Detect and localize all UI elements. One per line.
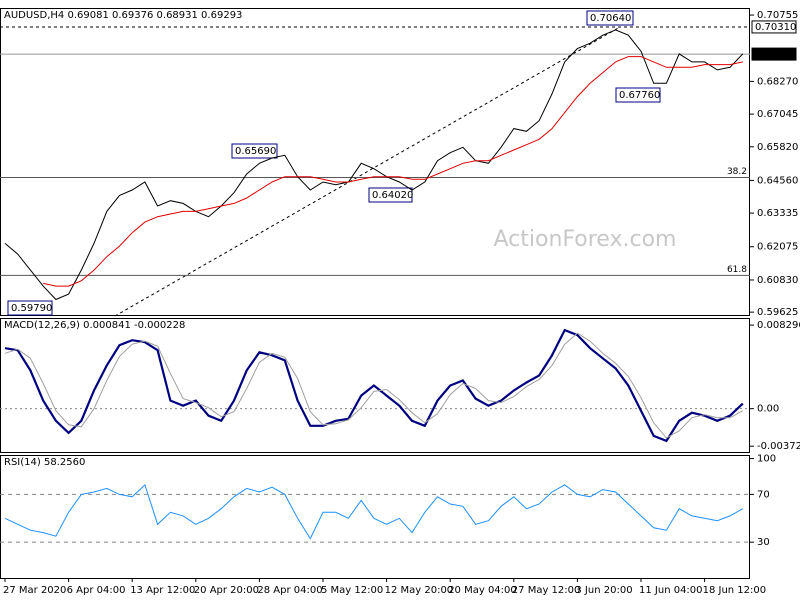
y-tick-label: 0.67045 xyxy=(757,109,798,120)
y-tick-label: 0.62075 xyxy=(757,242,798,253)
x-tick-label: 11 Jun 04:00 xyxy=(639,585,703,596)
y-tick-label: 0.65820 xyxy=(757,142,798,153)
series-line xyxy=(43,56,743,287)
series-line xyxy=(4,483,744,540)
x-tick-label: 18 Jun 12:00 xyxy=(703,585,767,596)
y-tick-label: 70 xyxy=(757,489,770,500)
fib-label: 61.8 xyxy=(727,265,747,275)
y-tick-label: 0.63335 xyxy=(757,208,798,219)
fib-label: 38.2 xyxy=(727,167,747,177)
annotation: 0.59790 xyxy=(11,303,52,314)
x-tick-label: 3 Jun 20:00 xyxy=(575,585,632,596)
annotation: 0.67760 xyxy=(619,90,660,101)
y-tick-label: 0.60830 xyxy=(757,275,798,286)
y-tick-label: 0.64560 xyxy=(757,175,798,186)
y-tick-label: 30 xyxy=(757,537,770,548)
annotation: 0.70640 xyxy=(590,13,631,24)
annotation-box xyxy=(586,10,634,26)
panel-title: RSI(14) 58.2560 xyxy=(4,457,85,468)
x-tick-label: 28 Apr 04:00 xyxy=(257,585,322,596)
x-tick-label: 13 Apr 12:00 xyxy=(130,585,195,596)
series-line xyxy=(4,332,744,439)
x-tick-label: 6 Apr 04:00 xyxy=(67,585,126,596)
level-label: 0.69293 xyxy=(755,49,796,60)
x-tick-label: 27 May 12:00 xyxy=(512,585,581,596)
y-tick-label: -0.003725 xyxy=(757,441,800,452)
watermark: ActionForex.com xyxy=(494,227,677,252)
annotation-box xyxy=(231,143,278,159)
annotation-box xyxy=(368,187,413,203)
annotation-box xyxy=(7,300,53,316)
annotation-box xyxy=(615,87,661,103)
x-tick-label: 20 Apr 20:00 xyxy=(194,585,259,596)
y-tick-label: 0.70755 xyxy=(757,10,798,21)
y-tick-label: 0.68270 xyxy=(757,76,798,87)
x-tick-label: 27 Mar 2020 xyxy=(3,585,66,596)
y-tick-label: 0.00 xyxy=(757,404,779,415)
x-tick-label: 5 May 12:00 xyxy=(321,585,383,596)
macd-panel xyxy=(0,318,750,453)
x-tick-label: 12 May 20:00 xyxy=(385,585,454,596)
x-tick-label: 20 May 04:00 xyxy=(448,585,517,596)
annotation: 0.64020 xyxy=(372,190,413,201)
y-tick-label: 100 xyxy=(757,454,776,465)
y-tick-label: 0.59625 xyxy=(757,307,798,318)
level-label-box xyxy=(751,20,797,34)
y-tick-label: 0.008296 xyxy=(757,320,800,331)
level-label-box xyxy=(751,47,797,61)
series-line xyxy=(4,29,744,301)
level-label: 0.70310 xyxy=(755,22,796,33)
annotation: 0.65690 xyxy=(235,146,276,157)
price-panel xyxy=(0,8,750,316)
rsi-panel xyxy=(0,455,750,579)
trend-line xyxy=(114,26,621,317)
panel-title: MACD(12,26,9) 0.000841 -0.000228 xyxy=(4,320,185,331)
panel-title: AUDUSD,H4 0.69081 0.69376 0.68931 0.6929… xyxy=(4,10,242,21)
series-line xyxy=(4,328,744,443)
